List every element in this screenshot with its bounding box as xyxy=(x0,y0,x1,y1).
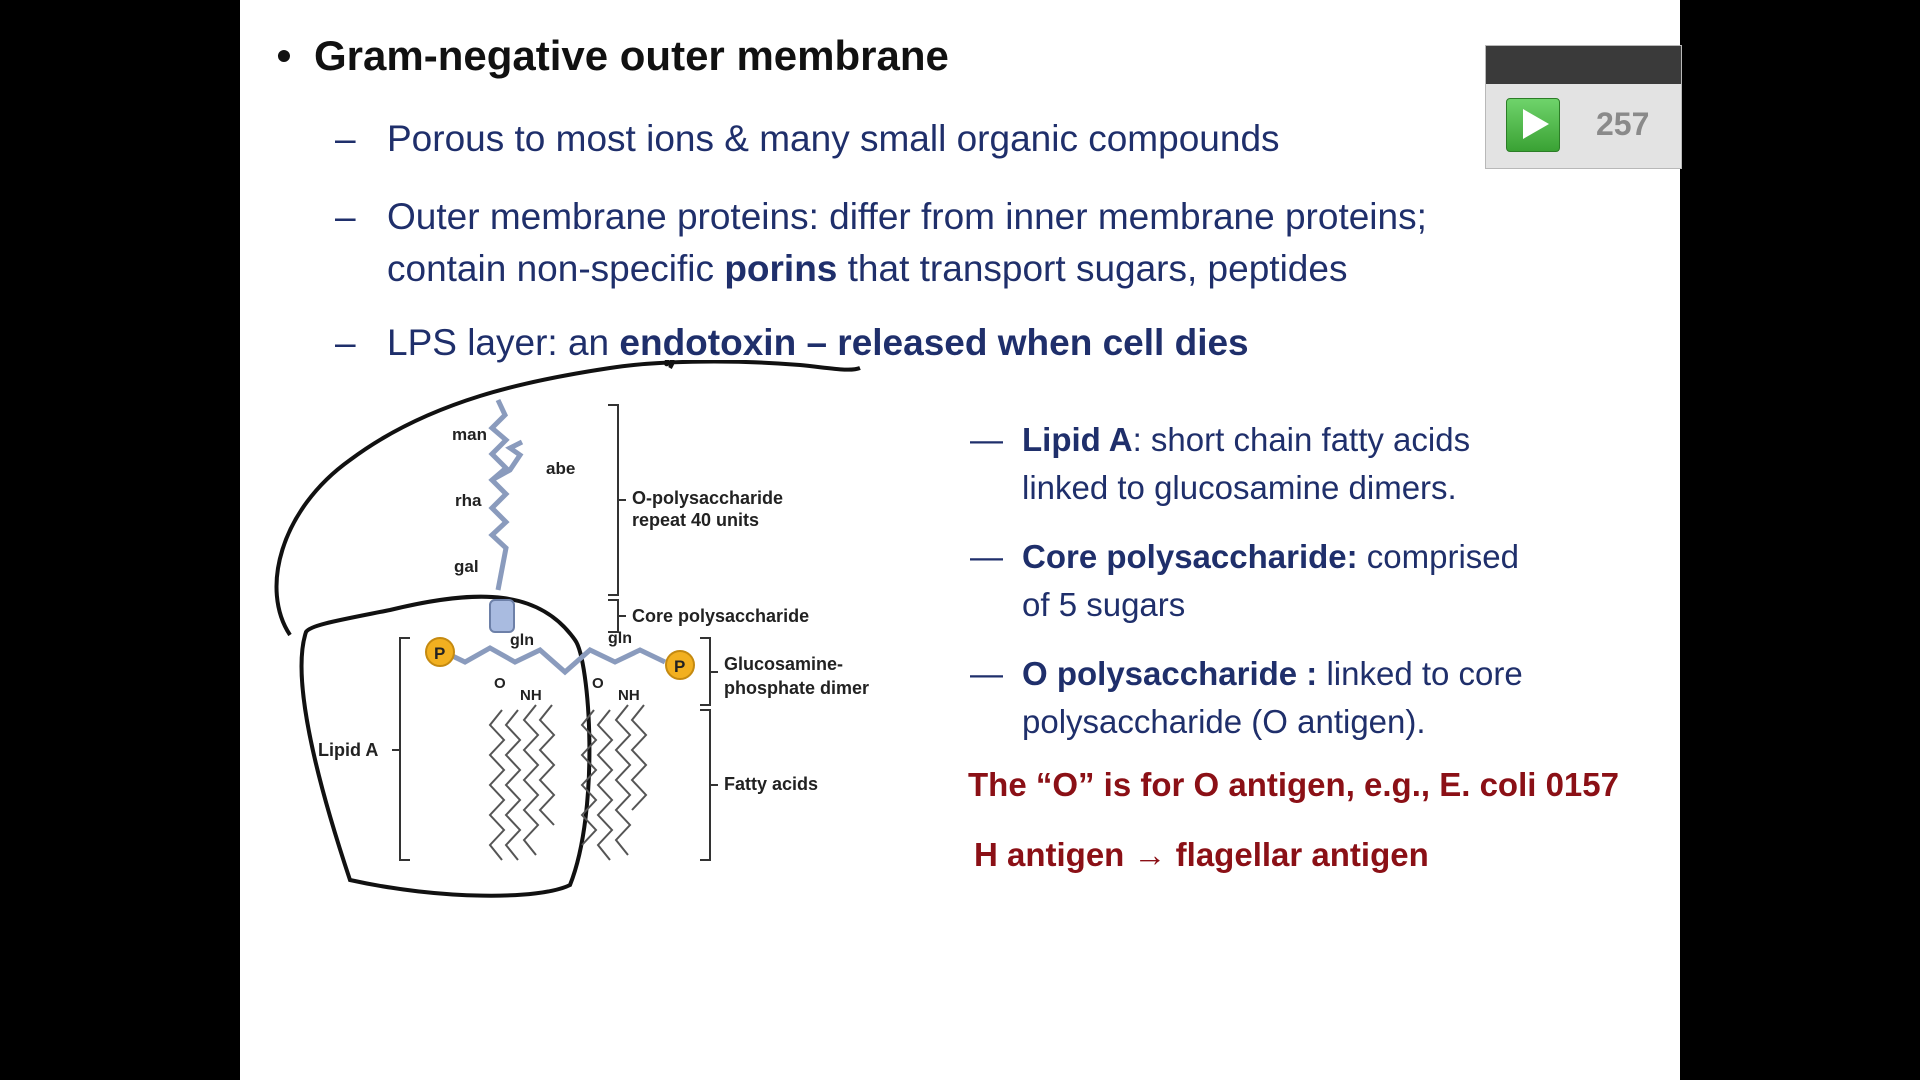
phosphate-left-icon xyxy=(425,637,455,667)
note-h-antigen: H antigen → flagellar antigen xyxy=(974,836,1429,873)
glucosamine-backbone xyxy=(438,645,667,676)
nh-label-1: NH xyxy=(520,687,542,704)
gln-label-1: gln xyxy=(510,632,534,649)
sugar-gal-label: gal xyxy=(454,557,479,576)
svg-text:P: P xyxy=(434,644,445,663)
label-o-polysaccharide: O-polysaccharide xyxy=(632,488,783,508)
label-phosphate-dimer: phosphate dimer xyxy=(724,678,869,698)
o-label-2: O xyxy=(592,675,604,692)
widget-title-bar xyxy=(1486,46,1681,84)
sugar-man-label: man xyxy=(452,425,487,444)
abe-branch xyxy=(490,439,524,483)
label-repeat-units: repeat 40 units xyxy=(632,510,759,530)
bullet-icon: • xyxy=(276,32,292,79)
label-lipid-a: Lipid A xyxy=(318,740,378,760)
handwritten-lipid-circle xyxy=(299,594,592,898)
handwritten-tick xyxy=(664,360,675,369)
core-block xyxy=(489,599,515,633)
slide: • Gram-negative outer membrane – Porous t… xyxy=(240,0,1680,1080)
sugar-rha-label: rha xyxy=(455,491,482,510)
sugar-abe-label: abe xyxy=(546,459,575,478)
label-glucosamine: Glucosamine- xyxy=(724,654,843,674)
diagram-brackets xyxy=(392,404,718,861)
lps-diagram: man abe rha gal gln gln P P O NH O NH xyxy=(274,360,869,898)
view-count: 257 xyxy=(1596,106,1650,142)
sugar-chain xyxy=(488,398,510,591)
nh-label-2: NH xyxy=(618,687,640,704)
slide-title: • Gram-negative outer membrane xyxy=(268,32,949,80)
recording-widget: 257 xyxy=(1485,45,1682,169)
label-core-polysaccharide: Core polysaccharide xyxy=(632,606,809,626)
note-o-antigen: The “O” is for O antigen, e.g., E. coli … xyxy=(968,766,1619,803)
handwritten-stroke-top xyxy=(274,360,861,637)
label-fatty-acids: Fatty acids xyxy=(724,774,818,794)
fatty-acid-chains xyxy=(488,704,648,861)
o-label-1: O xyxy=(494,675,506,692)
gln-label-2: gln xyxy=(608,630,632,647)
phosphate-right-icon xyxy=(665,650,695,680)
svg-text:P: P xyxy=(674,657,685,676)
play-icon[interactable] xyxy=(1506,98,1560,152)
